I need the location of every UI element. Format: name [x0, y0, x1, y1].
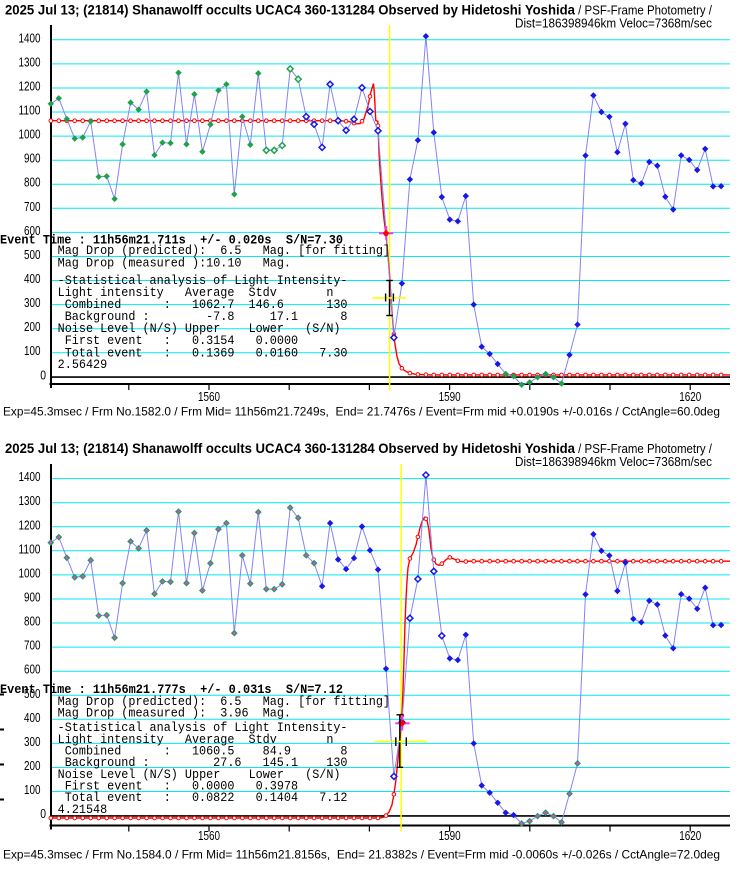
svg-text:2025 Jul 13; (21814) Shanawolf: 2025 Jul 13; (21814) Shanawolff occults … [5, 441, 575, 456]
svg-text:1620: 1620 [679, 828, 701, 843]
svg-text:1560: 1560 [198, 828, 220, 843]
svg-text:400: 400 [24, 710, 41, 725]
svg-text:1560: 1560 [198, 389, 220, 404]
svg-text:Mag Drop (predicted): 6.5 M: Mag Drop (predicted): 6.5 Mag. [for fitt… [51, 243, 390, 258]
svg-text:300: 300 [24, 295, 41, 310]
svg-text:2.56429: 2.56429 [51, 357, 108, 372]
svg-text:Noise Level (N/S) Upper Low: Noise Level (N/S) Upper Lower (S/N) [51, 321, 341, 336]
svg-text:First event : 0.3154 0.0: First event : 0.3154 0.0000 [51, 333, 299, 348]
svg-text:1620: 1620 [679, 389, 701, 404]
svg-text:0: 0 [40, 806, 46, 821]
svg-text:Dist=186398946km Veloc=7368m/s: Dist=186398946km Veloc=7368m/sec [515, 455, 712, 469]
svg-text:1100: 1100 [19, 541, 41, 556]
svg-text:4.21548: 4.21548 [51, 802, 108, 817]
svg-text:Exp=45.3msec / Frm No.1582.0 /: Exp=45.3msec / Frm No.1582.0 / Frm Mid= … [3, 404, 720, 418]
svg-text:500: 500 [24, 247, 41, 262]
svg-text:Dist=186398946km Veloc=7368m/s: Dist=186398946km Veloc=7368m/sec [515, 16, 712, 30]
svg-text:1200: 1200 [19, 79, 41, 94]
svg-text:700: 700 [24, 199, 41, 214]
svg-text:-Statistical analysis of Light: -Statistical analysis of Light Intensity… [51, 273, 348, 288]
svg-text:Mag Drop (measured ): 3.96 M: Mag Drop (measured ): 3.96 Mag. [51, 706, 291, 721]
svg-text:600: 600 [24, 662, 41, 677]
svg-text:1000: 1000 [19, 565, 41, 580]
svg-text:1000: 1000 [19, 127, 41, 142]
svg-text:Combined : 1060.5 84: Combined : 1060.5 84.9 8 [51, 744, 348, 759]
svg-text:Light intensity Average Std: Light intensity Average Stdv n [51, 285, 334, 300]
svg-text:1100: 1100 [19, 103, 41, 118]
svg-text:200: 200 [24, 758, 41, 773]
svg-text:1590: 1590 [439, 828, 461, 843]
svg-text:Light intensity Average Std: Light intensity Average Stdv n [51, 732, 334, 747]
svg-text:0: 0 [40, 367, 46, 382]
svg-text:1300: 1300 [19, 493, 41, 508]
svg-text:Combined : 1062.7 146.: Combined : 1062.7 146.6 130 [51, 297, 348, 312]
svg-text:Event Time : 11h56m21.777s +/: Event Time : 11h56m21.777s +/- 0.031s S/… [0, 682, 343, 697]
svg-text:800: 800 [24, 175, 41, 190]
svg-text:600: 600 [24, 223, 41, 238]
svg-text:400: 400 [24, 271, 41, 286]
svg-text:2025 Jul 13; (21814) Shanawolf: 2025 Jul 13; (21814) Shanawolff occults … [5, 2, 575, 17]
svg-text:Total event : 0.0822 0.1: Total event : 0.0822 0.1404 7.12 [51, 790, 348, 805]
svg-text:1590: 1590 [439, 389, 461, 404]
svg-text:Exp=45.3msec / Frm No.1584.0 /: Exp=45.3msec / Frm No.1584.0 / Frm Mid= … [3, 848, 720, 862]
svg-text:900: 900 [24, 151, 41, 166]
svg-text:1400: 1400 [19, 469, 41, 484]
svg-text:900: 900 [24, 590, 41, 605]
svg-text:100: 100 [24, 782, 41, 797]
svg-text:800: 800 [24, 614, 41, 629]
svg-text:200: 200 [24, 319, 41, 334]
svg-text:300: 300 [24, 734, 41, 749]
svg-text:Background : 27.6 14: Background : 27.6 145.1 130 [51, 755, 348, 770]
svg-text:Event Time : 11h56m21.711s +/: Event Time : 11h56m21.711s +/- 0.020s S/… [0, 232, 343, 247]
svg-text:Mag Drop (predicted): 6.5 M: Mag Drop (predicted): 6.5 Mag. [for fitt… [51, 694, 390, 709]
svg-text:500: 500 [24, 686, 41, 701]
svg-text:100: 100 [24, 343, 41, 358]
svg-text:1400: 1400 [19, 30, 41, 45]
svg-text:/ PSF-Frame Photometry /: / PSF-Frame Photometry / [575, 2, 712, 17]
svg-text:/ PSF-Frame Photometry /: / PSF-Frame Photometry / [575, 441, 712, 456]
svg-text:-Statistical analysis of Light: -Statistical analysis of Light Intensity… [51, 720, 348, 735]
svg-text:Total event : 0.1369 0.0: Total event : 0.1369 0.0160 7.30 [51, 345, 348, 360]
svg-text:Mag Drop (measured ):10.10 M: Mag Drop (measured ):10.10 Mag. [51, 255, 291, 270]
svg-text:First event : 0.0000 0.3: First event : 0.0000 0.3978 [51, 779, 299, 794]
svg-text:1300: 1300 [19, 54, 41, 69]
svg-text:Noise Level (N/S) Upper Low: Noise Level (N/S) Upper Lower (S/N) [51, 767, 341, 782]
svg-text:700: 700 [24, 638, 41, 653]
svg-text:Background : -7.8 1: Background : -7.8 17.1 8 [51, 309, 348, 324]
svg-text:1200: 1200 [19, 517, 41, 532]
